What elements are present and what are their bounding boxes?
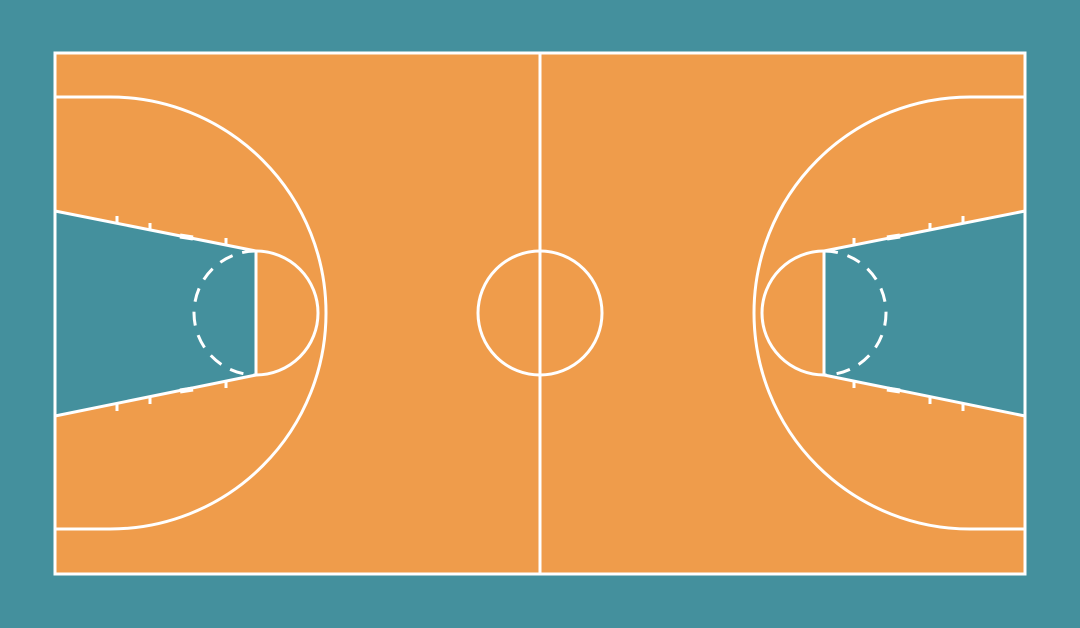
right-three-point-line [752,95,1025,531]
right-key-paint [824,211,1025,416]
left-free-throw-arc-solid [255,249,320,377]
left-key-outline [54,209,258,418]
left-three-point-line [55,95,328,531]
left-key-paint [55,211,256,416]
right-lane-block-mark [886,233,901,241]
right-key-outline [822,209,1026,418]
left-lane-block-mark [179,233,194,241]
right-free-throw-arc-solid [760,249,825,377]
left-free-throw-arc-dashed [192,249,257,377]
left-lane-block-mark [179,386,194,394]
right-lane-block-mark [886,386,901,394]
center-circle [476,249,604,377]
right-free-throw-arc-dashed [823,249,888,377]
court-lines [53,51,1027,576]
